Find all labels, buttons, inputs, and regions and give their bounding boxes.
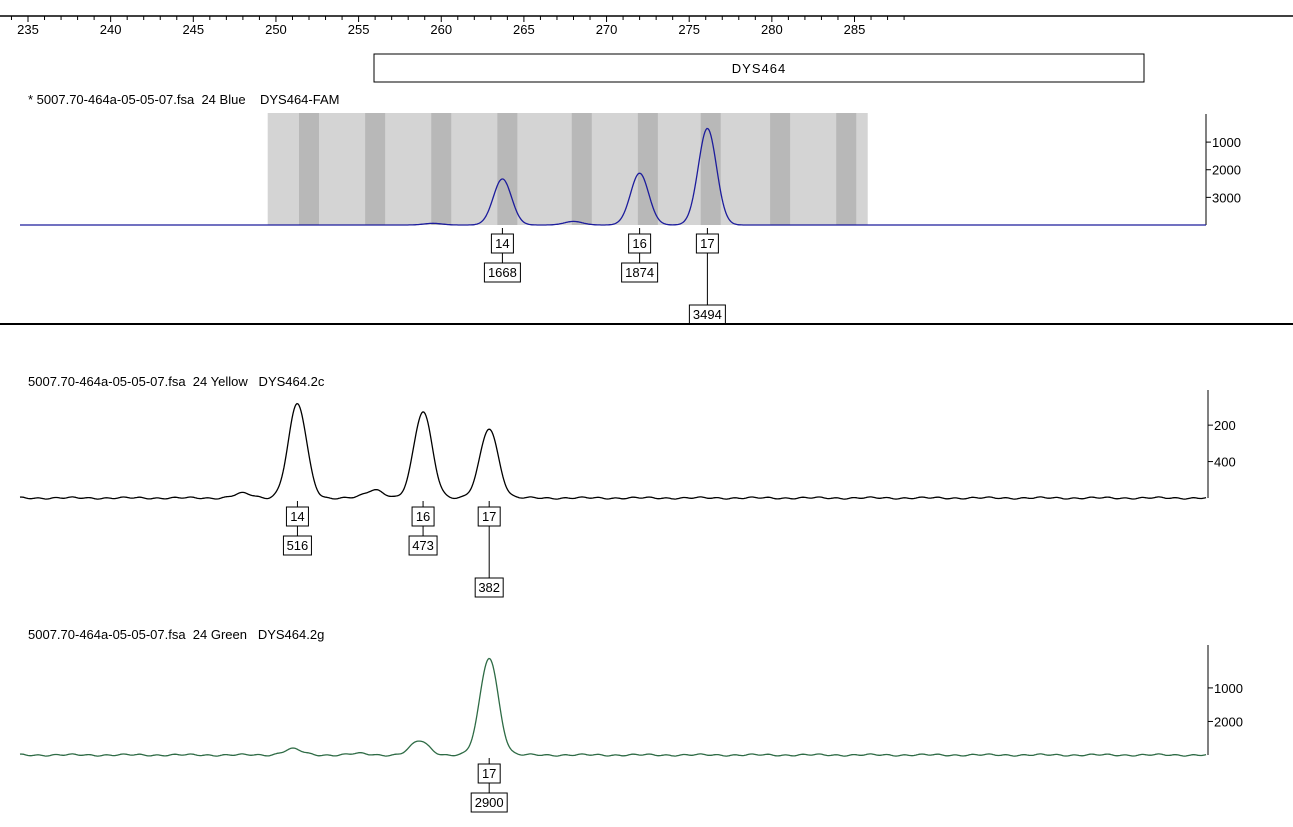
peak-height-label: 2900 [475, 795, 504, 810]
y-tick-label: 1000 [1214, 681, 1243, 696]
ruler-tick-label: 245 [182, 22, 204, 37]
bin [431, 113, 452, 225]
bin [497, 113, 518, 225]
ruler-tick-label: 235 [17, 22, 39, 37]
peak-height-box [408, 535, 438, 556]
ruler-tick-label: 255 [348, 22, 370, 37]
peak-height-box [470, 792, 508, 813]
ruler-tick-label: 265 [513, 22, 535, 37]
bin [365, 113, 386, 225]
y-tick-label: 400 [1214, 455, 1236, 470]
peak-height-box [483, 262, 521, 283]
peak-height-label: 3494 [693, 307, 722, 322]
peak-height-label: 1668 [488, 265, 517, 280]
marker-label: DYS464 [732, 61, 786, 76]
ruler-tick-label: 240 [100, 22, 122, 37]
panel-blue-header: * 5007.70-464a-05-05-07.fsa 24 Blue DYS4… [28, 92, 339, 107]
ruler-tick-label: 280 [761, 22, 783, 37]
bin [637, 113, 658, 225]
marker-bin-box[interactable] [373, 53, 1145, 83]
ruler-tick-label: 275 [678, 22, 700, 37]
ruler-tick-label: 285 [844, 22, 866, 37]
bin [299, 113, 320, 225]
panel-green: 2000 1000 17 2900 [19, 645, 1243, 813]
peak-height-label: 473 [412, 538, 434, 553]
bin [571, 113, 592, 225]
panel-yellow-header: 5007.70-464a-05-05-07.fsa 24 Yellow DYS4… [28, 374, 325, 389]
ruler-tick-label: 250 [265, 22, 287, 37]
y-tick-label: 1000 [1212, 135, 1241, 150]
allele-call-label: 17 [482, 766, 496, 781]
trace-line [20, 127, 1206, 226]
bin [836, 113, 857, 225]
trace-line [19, 657, 1207, 757]
size-ruler: 235 240 245 250 255 260 265 270 275 280 285 [0, 15, 1293, 37]
peak-height-box [621, 262, 659, 283]
peak-height-label: 516 [287, 538, 309, 553]
bin [770, 113, 791, 225]
ruler-tick-label: 260 [430, 22, 452, 37]
allele-call-label: 17 [482, 509, 496, 524]
y-tick-label: 200 [1214, 418, 1236, 433]
allele-call-label: 16 [416, 509, 430, 524]
panel-green-header: 5007.70-464a-05-05-07.fsa 24 Green DYS46… [28, 627, 324, 642]
peak-height-label: 382 [478, 580, 500, 595]
panel-yellow: 400 200 14 516 16 473 17 382 [19, 390, 1236, 598]
y-tick-label: 3000 [1212, 190, 1241, 205]
panel-blue: 3000 2000 1000 14 1668 16 1874 17 3494 [20, 113, 1241, 325]
peak-height-box [282, 535, 312, 556]
ruler-tick-label: 270 [596, 22, 618, 37]
peak-height-box [474, 577, 504, 598]
peak-height-label: 1874 [625, 265, 654, 280]
allele-call-label: 16 [632, 236, 646, 251]
trace-line [19, 402, 1207, 500]
allele-call-label: 17 [700, 236, 714, 251]
allele-call-label: 14 [495, 236, 509, 251]
bin [700, 113, 721, 225]
allele-call-label: 14 [290, 509, 304, 524]
y-tick-label: 2000 [1212, 163, 1241, 178]
y-tick-label: 2000 [1214, 714, 1243, 729]
